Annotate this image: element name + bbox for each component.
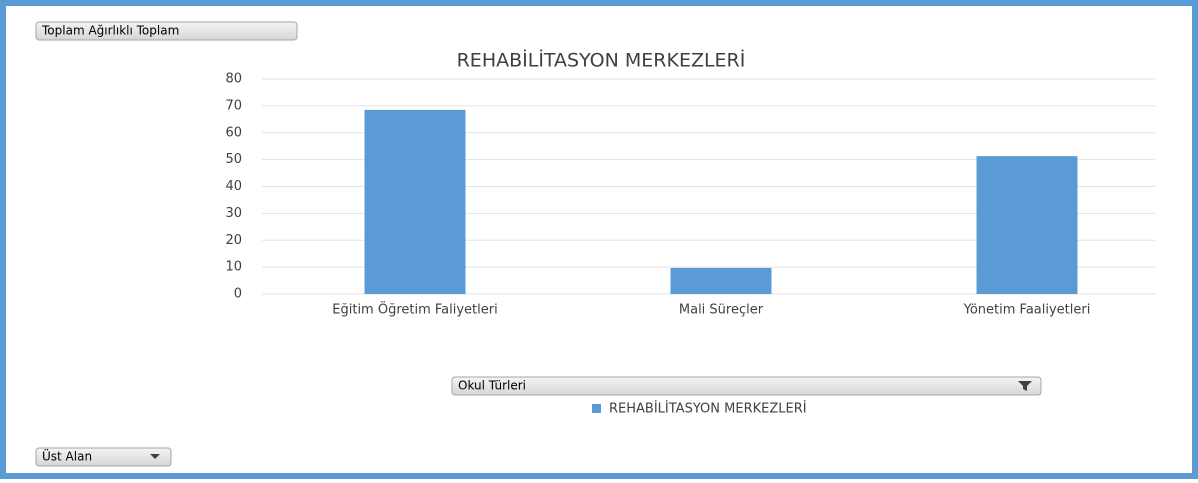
dropdown-arrow <box>150 454 160 459</box>
y-tick-label: 30 <box>225 206 242 221</box>
values-field-label: Toplam Ağırlıklı Toplam <box>41 24 179 38</box>
chart-title: REHABİLİTASYON MERKEZLERİ <box>457 49 746 72</box>
filter-icon[interactable] <box>1018 381 1032 391</box>
bar <box>976 156 1078 294</box>
bar <box>670 267 772 294</box>
y-tick-label: 60 <box>225 125 242 140</box>
filter-field-label: Üst Alan <box>42 448 92 464</box>
legend-label: REHABİLİTASYON MERKEZLERİ <box>609 401 807 417</box>
legend-field-label: Okul Türleri <box>458 379 526 393</box>
y-tick-label: 0 <box>234 287 242 302</box>
legend-field-button[interactable] <box>451 376 1042 396</box>
y-tick-label: 10 <box>225 260 242 275</box>
y-tick-label: 70 <box>225 98 242 113</box>
filter-field-button[interactable] <box>35 447 172 467</box>
x-tick-label: Mali Süreçler <box>679 303 764 318</box>
legend-swatch <box>592 404 601 413</box>
values-field-button[interactable] <box>35 21 298 41</box>
bar <box>364 109 466 294</box>
y-tick-label: 80 <box>225 72 242 87</box>
y-tick-label: 50 <box>225 152 242 167</box>
x-tick-label: Eğitim Öğretim Faliyetleri <box>332 301 497 318</box>
x-tick-label: Yönetim Faaliyetleri <box>963 303 1091 318</box>
y-tick-label: 40 <box>225 179 242 194</box>
y-tick-label: 20 <box>225 233 242 248</box>
